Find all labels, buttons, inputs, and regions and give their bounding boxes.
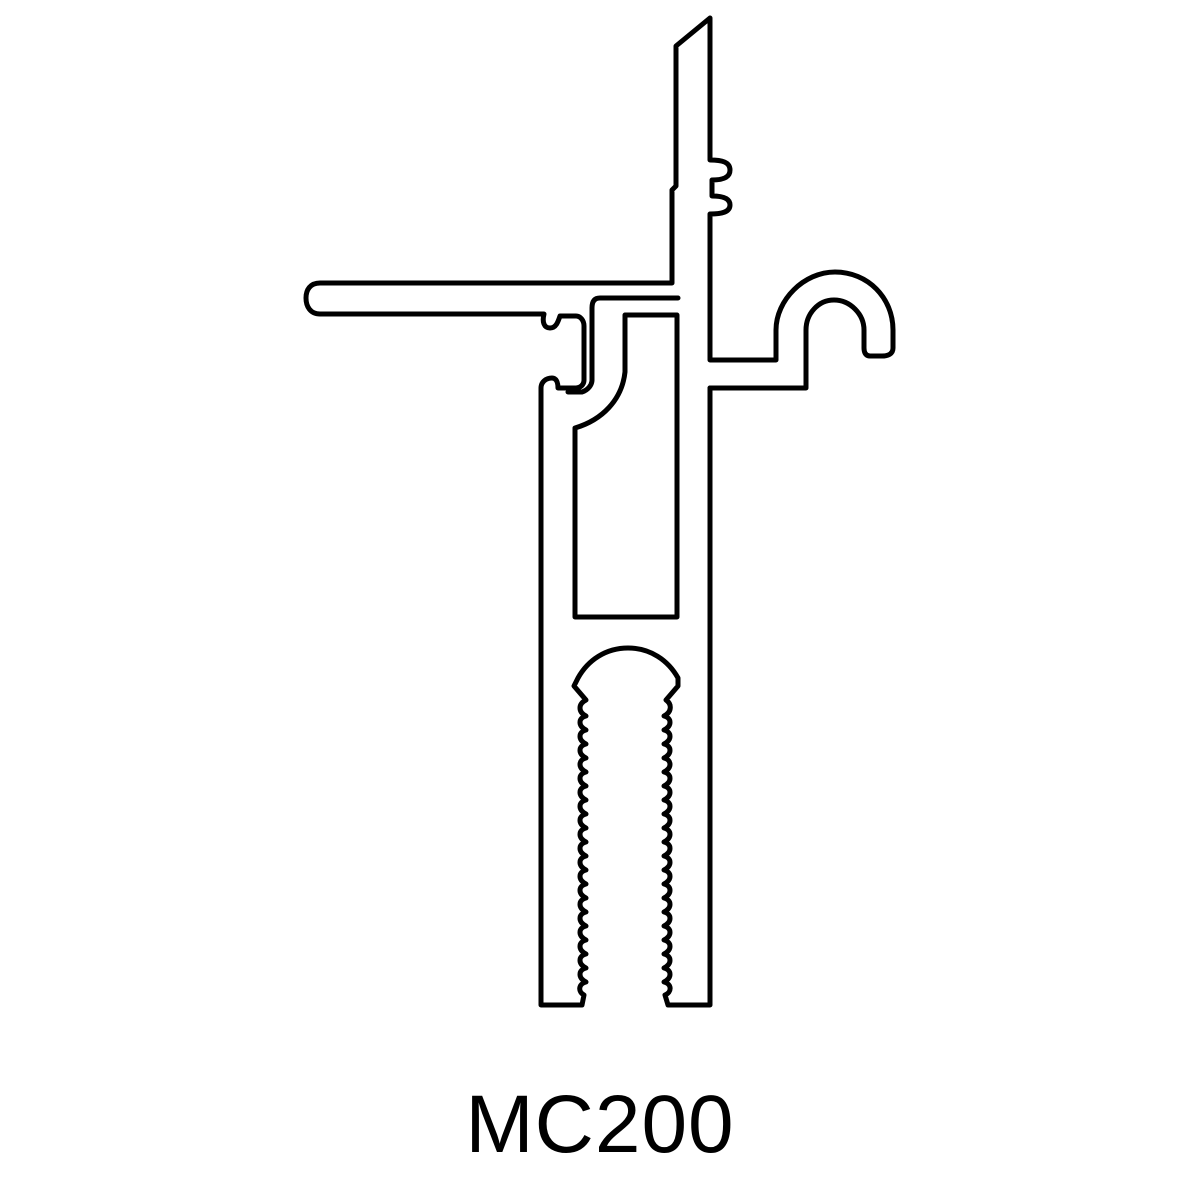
profile-upper-chamber	[572, 312, 680, 620]
profile-inner-web	[565, 295, 681, 395]
profile-model-label: MC200	[465, 1079, 735, 1170]
profile-outer-outline	[303, 15, 896, 1008]
